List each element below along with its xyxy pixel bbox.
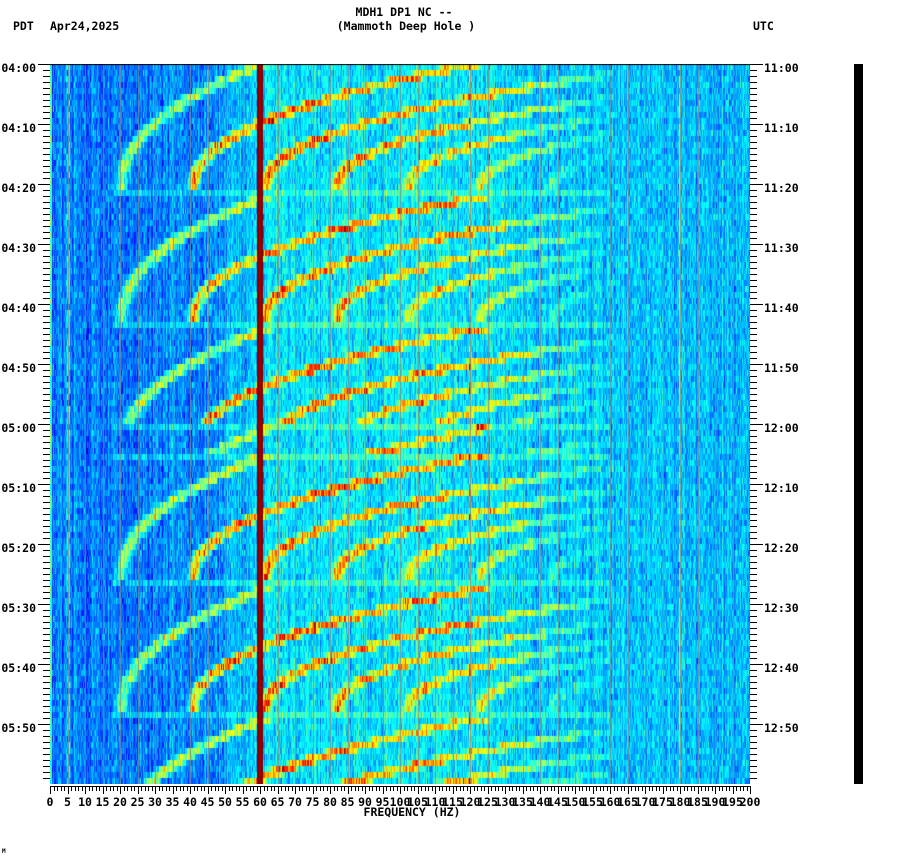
station-title: MDH1 DP1 NC --	[355, 5, 453, 19]
utc-time-label: 11:10	[764, 121, 799, 135]
frequency-tick-label: 35	[165, 795, 180, 809]
frequency-tick-label: 155	[582, 795, 603, 809]
utc-time-label: 11:30	[764, 241, 799, 255]
pdt-time-label: 05:20	[1, 541, 36, 555]
utc-time-label: 12:30	[764, 601, 799, 615]
frequency-tick-label: 165	[617, 795, 638, 809]
corner-mark: M	[2, 848, 6, 855]
utc-time-label: 12:40	[764, 661, 799, 675]
frequency-tick-label: 20	[113, 795, 127, 809]
pdt-time-label: 04:10	[1, 121, 36, 135]
frequency-tick-label: 75	[305, 795, 320, 809]
frequency-tick-label: 145	[547, 795, 568, 809]
utc-time-label: 12:10	[764, 481, 799, 495]
frequency-tick-label: 80	[323, 795, 337, 809]
frequency-tick-label: 10	[78, 795, 92, 809]
frequency-tick-label: 180	[669, 795, 691, 809]
frequency-tick-label: 50	[218, 795, 232, 809]
frequency-tick-label: 175	[652, 795, 673, 809]
amplitude-scale-bar	[854, 64, 863, 784]
frequency-tick-label: 190	[704, 795, 726, 809]
utc-time-label: 11:20	[764, 181, 799, 195]
left-timezone-label: PDT	[13, 19, 34, 33]
frequency-tick-label: 120	[459, 795, 481, 809]
frequency-tick-label: 110	[424, 795, 446, 809]
frequency-tick-label: 65	[270, 795, 285, 809]
site-name: (Mammoth Deep Hole )	[336, 19, 476, 33]
frequency-tick-label: 135	[512, 795, 533, 809]
frequency-tick-label: 195	[722, 795, 743, 809]
pdt-time-label: 04:40	[1, 301, 36, 315]
spectrogram-plot	[50, 64, 750, 784]
utc-time-label: 11:00	[764, 61, 799, 75]
pdt-time-label: 05:10	[1, 481, 36, 495]
pdt-time-label: 05:50	[1, 721, 36, 735]
frequency-tick-label: 5	[64, 795, 71, 809]
frequency-tick-label: 85	[340, 795, 355, 809]
frequency-tick-label: 130	[494, 795, 516, 809]
pdt-time-label: 05:00	[1, 421, 36, 435]
frequency-tick-label: 15	[95, 795, 110, 809]
frequency-tick-label: 115	[442, 795, 463, 809]
pdt-time-label: 04:00	[1, 61, 36, 75]
frequency-tick-label: 125	[477, 795, 498, 809]
utc-time-label: 12:20	[764, 541, 799, 555]
pdt-time-label: 05:30	[1, 601, 36, 615]
frequency-tick-label: 100	[389, 795, 411, 809]
frequency-tick-label: 150	[564, 795, 586, 809]
pdt-time-label: 05:40	[1, 661, 36, 675]
utc-time-label: 12:00	[764, 421, 799, 435]
frequency-tick-label: 105	[407, 795, 428, 809]
pdt-time-label: 04:50	[1, 361, 36, 375]
pdt-time-label: 04:20	[1, 181, 36, 195]
frequency-tick-label: 185	[687, 795, 708, 809]
frequency-tick-label: 160	[599, 795, 621, 809]
frequency-tick-label: 60	[253, 795, 267, 809]
frequency-tick-label: 45	[200, 795, 215, 809]
frequency-tick-label: 40	[183, 795, 197, 809]
pdt-time-label: 04:30	[1, 241, 36, 255]
frequency-tick-label: 140	[529, 795, 551, 809]
frequency-tick-label: 170	[634, 795, 656, 809]
frequency-tick-label: 55	[235, 795, 250, 809]
x-axis-title: FREQUENCY (HZ)	[363, 805, 461, 819]
frequency-tick-label: 0	[46, 795, 54, 809]
date-label: Apr24,2025	[50, 19, 120, 33]
frequency-tick-label: 30	[148, 795, 162, 809]
frequency-tick-label: 95	[375, 795, 390, 809]
frequency-tick-label: 200	[739, 795, 761, 809]
frequency-tick-label: 90	[358, 795, 372, 809]
utc-time-label: 12:50	[764, 721, 799, 735]
right-timezone-label: UTC	[753, 19, 774, 33]
utc-time-label: 11:40	[764, 301, 799, 315]
utc-time-label: 11:50	[764, 361, 799, 375]
frequency-tick-label: 25	[130, 795, 145, 809]
frequency-tick-label: 70	[288, 795, 302, 809]
